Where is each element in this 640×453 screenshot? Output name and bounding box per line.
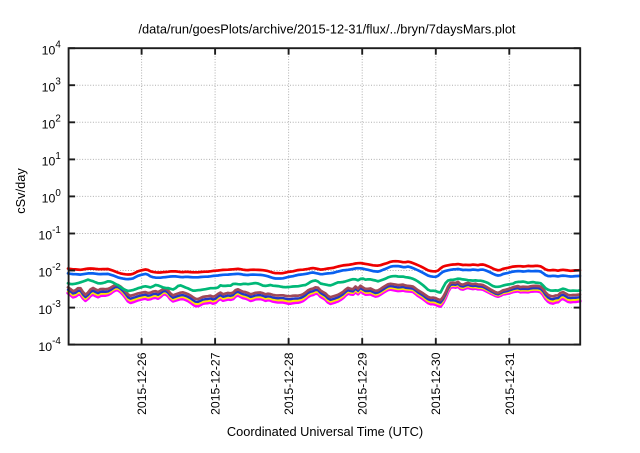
svg-text:2015-12-27: 2015-12-27	[209, 352, 223, 415]
svg-text:Coordinated Universal Time (UT: Coordinated Universal Time (UTC)	[227, 424, 423, 439]
svg-text:2015-12-30: 2015-12-30	[429, 352, 443, 415]
svg-text:cSv/day: cSv/day	[13, 168, 28, 214]
svg-text:2015-12-31: 2015-12-31	[503, 352, 517, 415]
svg-text:/data/run/goesPlots/archive/20: /data/run/goesPlots/archive/2015-12-31/f…	[138, 22, 515, 37]
svg-text:2015-12-29: 2015-12-29	[356, 352, 370, 415]
svg-text:2015-12-28: 2015-12-28	[282, 352, 296, 415]
svg-text:2015-12-26: 2015-12-26	[135, 352, 149, 415]
